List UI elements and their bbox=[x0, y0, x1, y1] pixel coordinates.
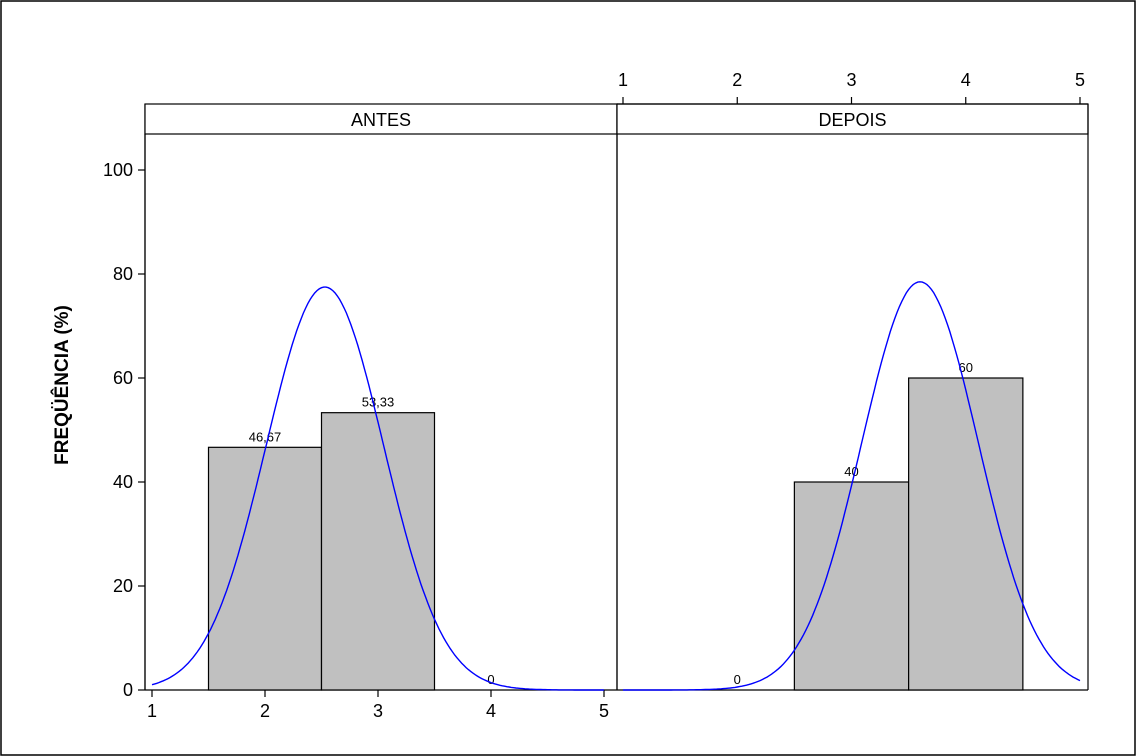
x-tick-label: 5 bbox=[1075, 70, 1085, 90]
x-tick-label: 1 bbox=[147, 701, 157, 721]
y-tick-label: 40 bbox=[113, 472, 133, 492]
panels: ANTES 1 2 3 4 5 46,67 53,33 0 DEPOIS 1 2 3 4 5 0 4 0 60 bbox=[144, 70, 1089, 721]
bar-value-label: 0 bbox=[734, 672, 741, 687]
x-tick-label: 2 bbox=[260, 701, 270, 721]
y-axis-label: FREQÜÊNCIA (%) bbox=[51, 305, 73, 465]
x-tick-label: 4 bbox=[961, 70, 971, 90]
bar-value-label: 46,67 bbox=[249, 429, 282, 444]
y-tick-label: 20 bbox=[113, 576, 133, 596]
bar-value-label: 60 bbox=[959, 360, 973, 375]
bar bbox=[908, 377, 1024, 691]
x-tick-label: 1 bbox=[618, 70, 628, 90]
x-tick-label: 3 bbox=[846, 70, 856, 90]
y-tick-label: 100 bbox=[103, 160, 133, 180]
y-tick-label: 60 bbox=[113, 368, 133, 388]
panel-header-label: ANTES bbox=[351, 110, 411, 130]
panel-header bbox=[616, 103, 1089, 135]
panel-header bbox=[144, 103, 618, 135]
y-tick-label: 80 bbox=[113, 264, 133, 284]
x-tick-label: 3 bbox=[373, 701, 383, 721]
x-tick-label: 5 bbox=[599, 701, 609, 721]
panel-antes: ANTES 1 2 3 4 5 46,67 53,33 0 bbox=[144, 103, 618, 721]
normal-curve bbox=[623, 281, 1081, 691]
y-tick-label: 0 bbox=[123, 680, 133, 700]
bar bbox=[320, 412, 436, 691]
x-tick-label: 4 bbox=[486, 701, 496, 721]
bar bbox=[207, 446, 323, 691]
bar bbox=[793, 481, 910, 691]
panel-header-label: DEPOIS bbox=[818, 110, 886, 130]
normal-curve bbox=[151, 286, 604, 691]
bar-value-label: 0 bbox=[487, 672, 494, 687]
bar-value-label: 53,33 bbox=[362, 395, 395, 410]
x-tick-label: 2 bbox=[732, 70, 742, 90]
